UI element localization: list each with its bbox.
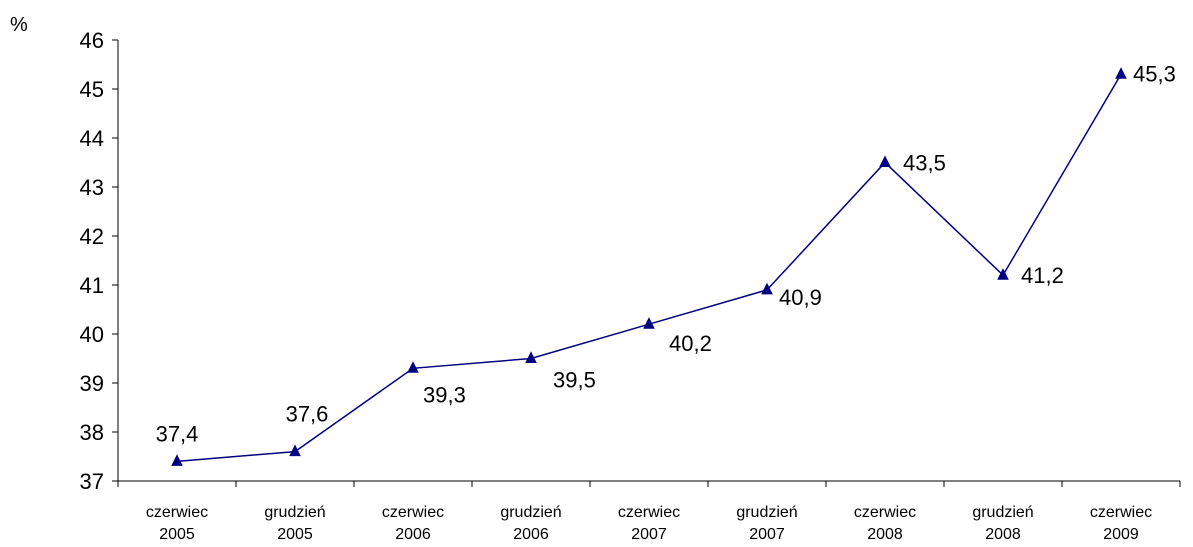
data-label: 43,5 bbox=[903, 151, 946, 176]
y-tick-label: 37 bbox=[80, 469, 104, 494]
x-tick-label: czerwiec 2006 bbox=[382, 504, 444, 543]
x-tick-label: grudzień 2007 bbox=[736, 504, 797, 543]
data-point-marker bbox=[761, 282, 773, 295]
data-label: 39,3 bbox=[423, 382, 466, 407]
y-axis-unit-label: % bbox=[10, 14, 28, 36]
y-axis: 37 38 39 40 41 42 43 44 45 46 bbox=[80, 28, 119, 494]
x-tick-label: czerwiec 2009 bbox=[1090, 504, 1152, 543]
data-point-marker bbox=[643, 317, 655, 329]
y-tick-label: 44 bbox=[80, 126, 104, 151]
data-point-marker bbox=[171, 454, 183, 466]
data-label: 40,2 bbox=[669, 331, 712, 356]
data-point-marker bbox=[1115, 67, 1127, 79]
y-tick-label: 39 bbox=[80, 371, 104, 396]
data-label: 40,9 bbox=[779, 285, 822, 310]
x-tick-label: grudzień 2008 bbox=[972, 504, 1033, 543]
y-tick-label: 42 bbox=[80, 224, 104, 249]
data-label: 37,4 bbox=[156, 421, 199, 446]
data-point-marker bbox=[289, 444, 301, 457]
x-axis: czerwiec 2005 grudzień 2005 czerwiec 2006 grud… bbox=[117, 480, 1181, 543]
data-point-marker bbox=[407, 361, 419, 373]
data-point-marker bbox=[879, 155, 891, 167]
y-tick-label: 41 bbox=[80, 273, 104, 298]
data-point-marker bbox=[525, 351, 537, 363]
x-tick-label: grudzień 2006 bbox=[500, 504, 561, 543]
y-tick-label: 46 bbox=[80, 28, 104, 53]
data-label: 41,2 bbox=[1021, 263, 1064, 288]
data-label: 37,6 bbox=[286, 402, 329, 427]
x-tick-label: grudzień 2005 bbox=[264, 504, 325, 543]
x-tick-label: czerwiec 2005 bbox=[146, 504, 208, 543]
data-label: 39,5 bbox=[553, 368, 596, 393]
data-series bbox=[171, 67, 1127, 466]
y-tick-label: 43 bbox=[80, 175, 104, 200]
data-label: 45,3 bbox=[1133, 61, 1176, 86]
x-tick-label: czerwiec 2007 bbox=[618, 504, 680, 543]
x-tick-label: czerwiec 2008 bbox=[854, 504, 916, 543]
y-tick-label: 45 bbox=[80, 77, 104, 102]
y-tick-label: 40 bbox=[80, 322, 104, 347]
y-tick-label: 38 bbox=[80, 420, 104, 445]
data-labels: 37,4 37,6 39,3 39,5 40,2 40,9 43,5 41,2 45,3 bbox=[156, 61, 1176, 446]
data-point-marker bbox=[997, 268, 1009, 280]
